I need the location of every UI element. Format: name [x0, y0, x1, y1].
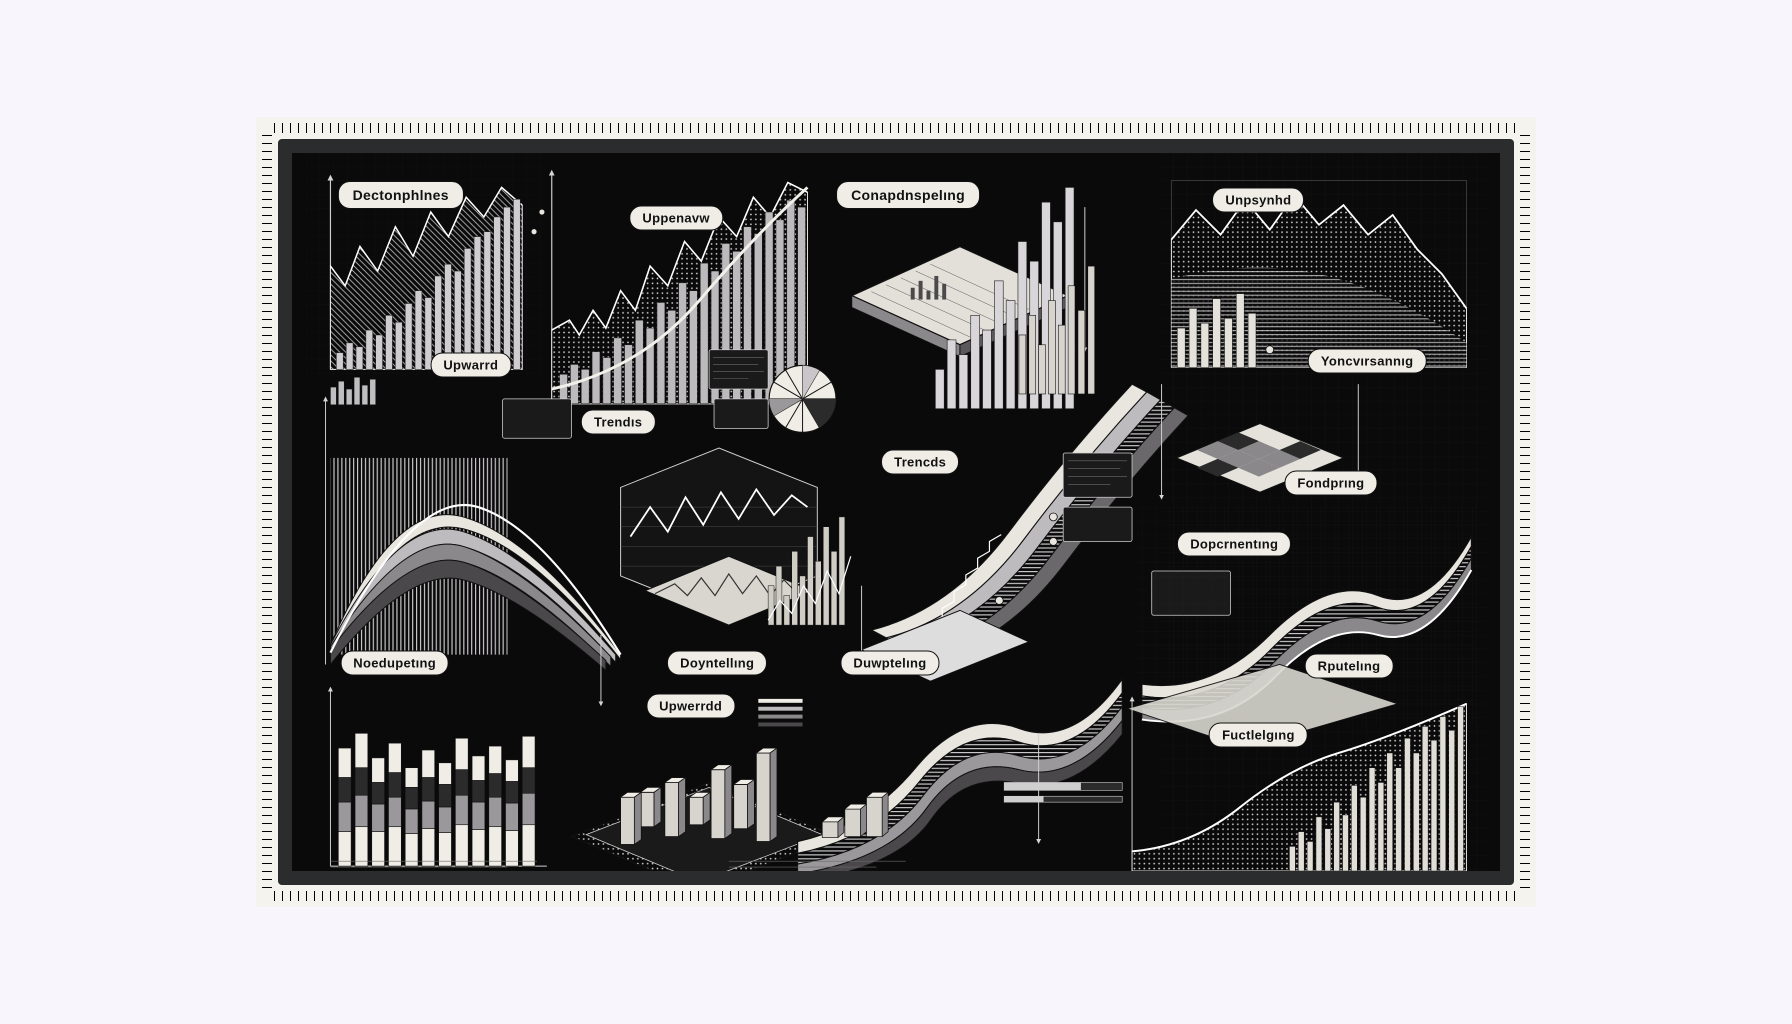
lbl-noedupetng: Noedupetıng	[340, 650, 449, 675]
ruler-bottom	[274, 891, 1518, 901]
ruler-right	[1520, 135, 1530, 889]
chart-canvas	[292, 153, 1500, 871]
pie-chart	[769, 365, 836, 432]
blackboard: Dectonphlnes Uppenavw Conapdnspelıng Unpsyn…	[278, 139, 1514, 885]
lbl-fuctlelging: Fuctlelgıng	[1209, 722, 1308, 747]
lbl-upperav: Uppenavw	[629, 205, 722, 230]
legend-stripes	[758, 699, 802, 727]
lbl-fondpring: Fondprıng	[1284, 471, 1377, 496]
lbl-trencds: Trencds	[881, 449, 959, 474]
progress-strip	[1004, 782, 1122, 802]
lbl-duwpteling: Duwptelıng	[840, 650, 939, 675]
lbl-upwarrd: Upwarrd	[430, 352, 511, 377]
lbl-upwerrdd: Upwerrdd	[646, 693, 735, 718]
lbl-trendis-1: Trendıs	[581, 410, 655, 435]
lbl-doyntellng: Doyntellıng	[667, 650, 767, 675]
ruler-top	[274, 123, 1518, 133]
lbl-conapdnspelng: Conapdnspelıng	[836, 181, 980, 209]
lbl-unsynd: Unpsynhd	[1212, 187, 1304, 212]
lbl-yoncvirsanng: Yoncvırsannıg	[1308, 349, 1427, 374]
ribbon-left	[326, 399, 621, 670]
lbl-rputelng: Rputelıng	[1305, 654, 1394, 679]
ribbon-midbottom	[798, 679, 1123, 871]
lbl-dopcrnentng: Dopcrnentıng	[1177, 532, 1291, 557]
ruler-left	[262, 135, 272, 889]
outer-frame: Dectonphlnes Uppenavw Conapdnspelıng Unpsyn…	[256, 117, 1536, 907]
stacked-bars-bl	[330, 689, 546, 866]
lbl-dectonphine: Dectonphlnes	[338, 181, 464, 209]
mini-bars-left	[330, 377, 375, 405]
